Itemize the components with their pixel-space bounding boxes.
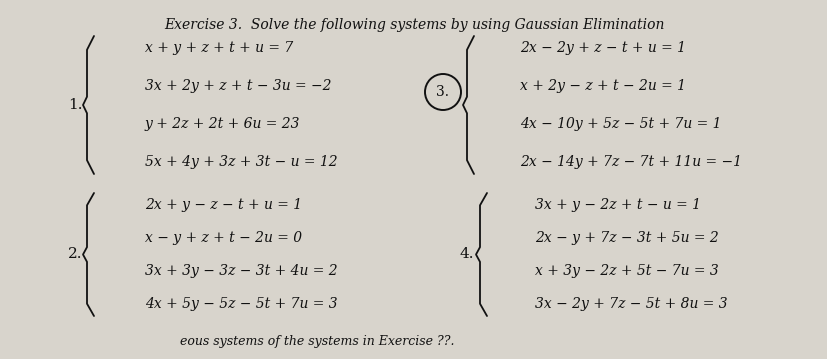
Text: y + 2z + 2t + 6u = 23: y + 2z + 2t + 6u = 23 — [145, 117, 300, 131]
Text: 3x + 3y − 3z − 3t + 4u = 2: 3x + 3y − 3z − 3t + 4u = 2 — [145, 264, 337, 278]
Text: 3x + y − 2z + t − u = 1: 3x + y − 2z + t − u = 1 — [534, 198, 700, 212]
Text: x + 3y − 2z + 5t − 7u = 3: x + 3y − 2z + 5t − 7u = 3 — [534, 264, 718, 278]
Text: 3x − 2y + 7z − 5t + 8u = 3: 3x − 2y + 7z − 5t + 8u = 3 — [534, 297, 727, 311]
Text: 2.: 2. — [68, 247, 83, 261]
Text: 4x − 10y + 5z − 5t + 7u = 1: 4x − 10y + 5z − 5t + 7u = 1 — [519, 117, 720, 131]
Text: 1.: 1. — [68, 98, 83, 112]
Text: 2x − y + 7z − 3t + 5u = 2: 2x − y + 7z − 3t + 5u = 2 — [534, 231, 718, 245]
Text: 5x + 4y + 3z + 3t − u = 12: 5x + 4y + 3z + 3t − u = 12 — [145, 155, 337, 169]
Text: 2x − 2y + z − t + u = 1: 2x − 2y + z − t + u = 1 — [519, 41, 686, 55]
Text: 4.: 4. — [460, 247, 474, 261]
Text: 2x − 14y + 7z − 7t + 11u = −1: 2x − 14y + 7z − 7t + 11u = −1 — [519, 155, 741, 169]
Text: 4x + 5y − 5z − 5t + 7u = 3: 4x + 5y − 5z − 5t + 7u = 3 — [145, 297, 337, 311]
Text: x − y + z + t − 2u = 0: x − y + z + t − 2u = 0 — [145, 231, 302, 245]
Text: Exercise 3.  Solve the following systems by using Gaussian Elimination: Exercise 3. Solve the following systems … — [164, 18, 663, 32]
Text: x + 2y − z + t − 2u = 1: x + 2y − z + t − 2u = 1 — [519, 79, 686, 93]
Text: 2x + y − z − t + u = 1: 2x + y − z − t + u = 1 — [145, 198, 302, 212]
Text: 3.: 3. — [436, 85, 449, 99]
Text: 3x + 2y + z + t − 3u = −2: 3x + 2y + z + t − 3u = −2 — [145, 79, 331, 93]
Text: x + y + z + t + u = 7: x + y + z + t + u = 7 — [145, 41, 293, 55]
Text: eous systems of the systems in Exercise ??.: eous systems of the systems in Exercise … — [179, 335, 454, 348]
